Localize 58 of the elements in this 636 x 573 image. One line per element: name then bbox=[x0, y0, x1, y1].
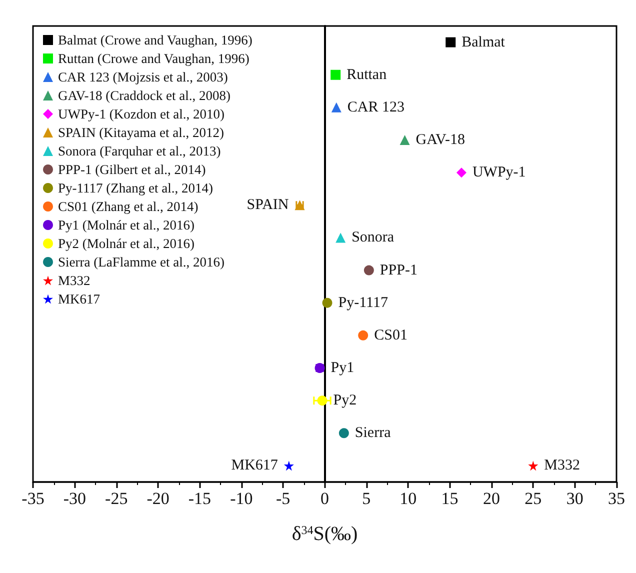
x-tick-label: 35 bbox=[608, 489, 625, 508]
point bbox=[528, 460, 538, 471]
point bbox=[456, 168, 466, 178]
x-tick-label: -25 bbox=[105, 489, 128, 508]
legend-label: Py-1117 (Zhang et al., 2014) bbox=[58, 180, 213, 196]
point bbox=[358, 330, 368, 340]
x-tick-label: 30 bbox=[566, 489, 584, 508]
point bbox=[338, 428, 349, 438]
legend-label: GAV-18 (Craddock et al., 2008) bbox=[58, 88, 230, 103]
data-label: Sonora bbox=[352, 230, 394, 246]
data-label: UWPy-1 bbox=[472, 164, 526, 181]
data-label: SPAIN bbox=[246, 197, 289, 214]
data-label: Py2 bbox=[333, 392, 357, 409]
data-label: M332 bbox=[544, 458, 580, 474]
x-tick-label: 5 bbox=[362, 489, 371, 508]
legend-label: Ruttan (Crowe and Vaughan, 1996) bbox=[58, 51, 250, 66]
legend-label: Sonora (Farquhar et al., 2013) bbox=[58, 144, 221, 158]
x-tick-label: 20 bbox=[482, 489, 500, 508]
point bbox=[330, 70, 341, 80]
data-label: Sierra bbox=[354, 425, 392, 442]
data-label: PPP-1 bbox=[380, 262, 418, 278]
point bbox=[400, 135, 410, 145]
legend-label: MK617 bbox=[58, 292, 100, 306]
data-label: GAV-18 bbox=[416, 132, 465, 148]
data-label: Ruttan bbox=[346, 66, 388, 83]
point bbox=[446, 37, 456, 48]
legend-label: PPP-1 (Gilbert et al., 2014) bbox=[58, 162, 206, 177]
legend-label: CS01 (Zhang et al., 2014) bbox=[58, 199, 198, 214]
legend-label: SPAIN (Kitayama et al., 2012) bbox=[58, 125, 224, 140]
point bbox=[322, 298, 332, 308]
point bbox=[336, 232, 346, 243]
legend-label: Py2 (Molnár et al., 2016) bbox=[58, 236, 194, 251]
x-tick-label: -5 bbox=[276, 489, 290, 508]
x-tick-label: -35 bbox=[22, 489, 44, 508]
x-tick-label: -15 bbox=[188, 489, 212, 508]
data-label: Py-1117 bbox=[338, 294, 388, 311]
x-tick-label: 0 bbox=[320, 489, 329, 508]
x-tick-label: 15 bbox=[441, 489, 458, 508]
data-label: Balmat bbox=[462, 34, 506, 50]
data-label: CAR 123 bbox=[347, 99, 405, 116]
point bbox=[364, 265, 374, 276]
legend-label: UWPy-1 (Kozdon et al., 2010) bbox=[58, 106, 224, 122]
point bbox=[331, 102, 342, 112]
data-label: MK617 bbox=[231, 458, 278, 474]
data-label: Py1 bbox=[330, 360, 354, 376]
legend-label: Balmat (Crowe and Vaughan, 1996) bbox=[58, 32, 252, 48]
x-tick-label: 10 bbox=[400, 489, 417, 508]
x-tick-label: -10 bbox=[230, 489, 253, 508]
x-tick-label: -20 bbox=[146, 489, 170, 508]
data-label: CS01 bbox=[374, 327, 408, 344]
legend-label: CAR 123 (Mojzsis et al., 2003) bbox=[58, 70, 228, 84]
point bbox=[284, 460, 294, 471]
legend-label: M332 bbox=[58, 273, 90, 288]
legend-label: Sierra (LaFlamme et al., 2016) bbox=[58, 254, 224, 270]
legend-label: Py1 (Molnár et al., 2016) bbox=[58, 218, 194, 232]
x-tick-label: 25 bbox=[524, 489, 542, 508]
point bbox=[317, 396, 328, 406]
x-tick-label: -30 bbox=[63, 489, 86, 508]
